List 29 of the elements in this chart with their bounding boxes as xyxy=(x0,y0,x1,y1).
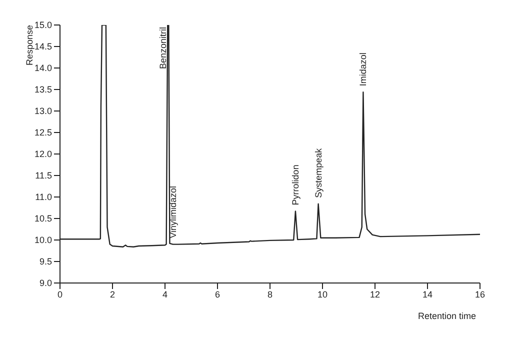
y-tick-label: 15.0 xyxy=(34,20,52,30)
x-axis-title: Retention time xyxy=(418,311,476,321)
y-tick-label: 12.5 xyxy=(34,128,52,138)
annotation: Benzonitril xyxy=(158,27,168,70)
y-tick-label: 10.5 xyxy=(34,214,52,224)
y-tick-label: 13.0 xyxy=(34,106,52,116)
y-tick-label: 9.5 xyxy=(39,256,52,267)
y-tick-label: 9.0 xyxy=(39,278,52,288)
y-tick-label: 11.0 xyxy=(35,192,52,202)
y-tick-label: 14.5 xyxy=(34,42,52,52)
x-tick-label: 6 xyxy=(214,289,220,300)
x-tick-label: 12 xyxy=(370,289,380,300)
x-tick-label: 0 xyxy=(57,289,63,300)
x-tick-label: 16 xyxy=(474,289,486,300)
annotation: Pyrrolidon xyxy=(290,164,300,206)
x-tick-label: 2 xyxy=(110,289,116,300)
y-tick-label: 14.0 xyxy=(34,63,52,74)
x-tick-label: 14 xyxy=(422,289,433,300)
annotation: Systempeak xyxy=(313,148,324,198)
y-tick-label: 12.0 xyxy=(34,149,52,160)
annotation: Vinylimidazol xyxy=(168,186,178,238)
y-tick-label: 11.5 xyxy=(35,170,52,181)
y-tick-label: 10.0 xyxy=(34,235,52,246)
x-tick-label: 10 xyxy=(317,289,328,300)
x-tick-label: 4 xyxy=(162,289,168,300)
y-tick-label: 13.5 xyxy=(34,84,52,95)
y-axis-title: Response xyxy=(24,25,34,66)
x-tick-label: 8 xyxy=(267,289,273,300)
annotation: Imidazol xyxy=(358,52,368,86)
